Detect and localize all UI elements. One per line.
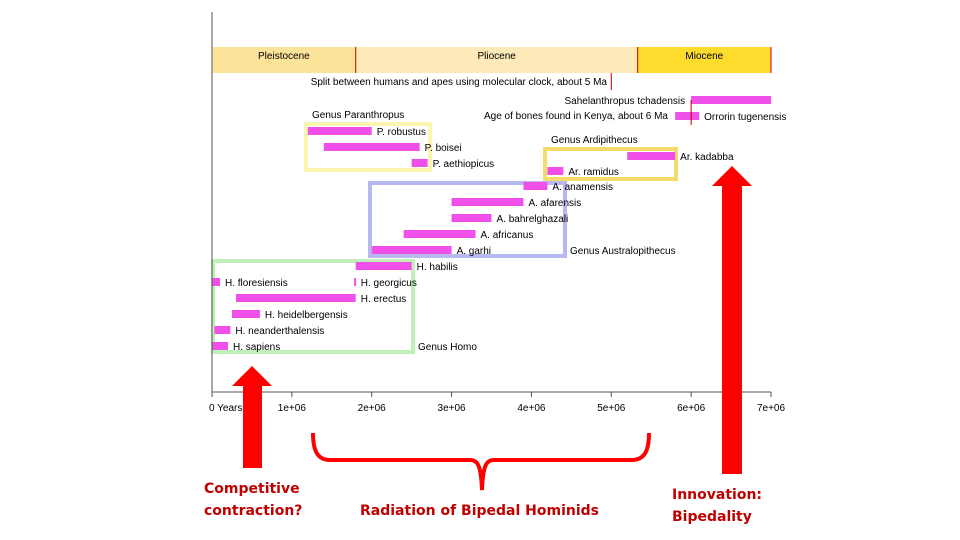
genus-label-homo: Genus Homo — [418, 342, 477, 353]
genus-box-homo — [211, 259, 415, 354]
species-bar — [411, 159, 428, 167]
era-label-pleistocene: Pleistocene — [258, 51, 310, 62]
species-label: H. erectus — [361, 294, 407, 305]
species-bar — [547, 167, 564, 175]
species-bar — [231, 310, 260, 318]
species-label: Orrorin tugenensis — [704, 112, 786, 123]
species-label: H. habilis — [417, 262, 458, 273]
era-pliocene — [355, 47, 638, 73]
callout-radiation: Radiation of Bipedal Hominids — [360, 503, 599, 519]
genus-label-ardipithecus: Genus Ardipithecus — [551, 135, 638, 146]
species-bar — [451, 214, 492, 222]
species-label: Sahelanthropus tchadensis — [565, 96, 686, 107]
species-bar — [235, 294, 356, 302]
era-miocene — [637, 47, 771, 73]
callout-competitive-contraction: Competitive contraction? — [204, 481, 303, 519]
species-label: A. bahrelghazali — [497, 214, 569, 225]
species-bar — [371, 246, 452, 254]
brace — [311, 432, 651, 491]
species-label: H. neanderthalensis — [235, 326, 324, 337]
species-label: P. boisei — [425, 143, 462, 154]
annotations: Split between humans and apes using mole… — [311, 73, 692, 125]
era-band: Pleistocene Pliocene Miocene — [212, 47, 772, 73]
annotation-text: Age of bones found in Kenya, about 6 Ma — [484, 111, 668, 122]
x-tick-label: 0 Years — [209, 403, 242, 414]
x-tick-label: 7e+06 — [757, 403, 786, 414]
species-bar — [627, 152, 676, 160]
genus-box-australopithecus — [368, 181, 567, 258]
species-label: H. heidelbergensis — [265, 310, 348, 321]
era-label-miocene: Miocene — [685, 51, 723, 62]
species-label: P. aethiopicus — [433, 159, 495, 170]
genus-label-paranthropus: Genus Paranthropus — [312, 110, 404, 121]
species-bar — [403, 230, 476, 238]
x-tick-label: 6e+06 — [677, 403, 706, 414]
species-label: H. sapiens — [233, 342, 280, 353]
genus-box-paranthropus — [304, 122, 432, 172]
species-labels: Sahelanthropus tchadensis Orrorin tugenen… — [225, 96, 786, 353]
species-bars — [212, 96, 771, 350]
genus-box-ardipithecus — [543, 147, 678, 181]
callout-arrows — [232, 166, 752, 491]
species-bar — [323, 143, 420, 151]
x-axis: 0 Years 1e+06 2e+06 3e+06 4e+06 5e+06 6e+06 7e+… — [209, 12, 785, 414]
species-bar — [675, 112, 700, 120]
species-bar — [307, 127, 372, 135]
species-bar — [451, 198, 524, 206]
right-arrow — [712, 166, 752, 474]
species-label: H. georgicus — [361, 278, 417, 289]
x-tick-label: 4e+06 — [517, 403, 546, 414]
species-label: P. robustus — [377, 127, 426, 138]
left-arrow — [232, 366, 272, 468]
species-label: A. africanus — [481, 230, 534, 241]
species-label: A. afarensis — [528, 198, 581, 209]
species-label: Ar. ramidus — [568, 167, 619, 178]
x-tick-label: 1e+06 — [278, 403, 307, 414]
era-pleistocene — [212, 47, 356, 73]
species-bar — [691, 96, 771, 104]
genus-label-australopithecus: Genus Australopithecus — [570, 246, 676, 257]
species-bar — [523, 182, 548, 190]
species-bar — [355, 262, 412, 270]
species-label: A. anamensis — [552, 182, 613, 193]
x-tick-label: 5e+06 — [597, 403, 626, 414]
species-bar — [354, 278, 357, 286]
species-label: Ar. kadabba — [680, 152, 734, 163]
x-tick-label: 3e+06 — [438, 403, 467, 414]
species-label: A. garhi — [457, 246, 491, 257]
era-label-pliocene: Pliocene — [478, 51, 517, 62]
annotation-text: Split between humans and apes using mole… — [311, 77, 608, 88]
species-label: H. floresiensis — [225, 278, 288, 289]
x-tick-label: 2e+06 — [358, 403, 387, 414]
callout-innovation: Innovation: Bipedality — [672, 487, 763, 525]
species-bar — [214, 326, 231, 334]
species-bar — [212, 278, 220, 286]
species-bar — [212, 342, 228, 350]
genus-group-boxes: Genus Paranthropus Genus Ardipithecus Genu… — [211, 110, 678, 354]
